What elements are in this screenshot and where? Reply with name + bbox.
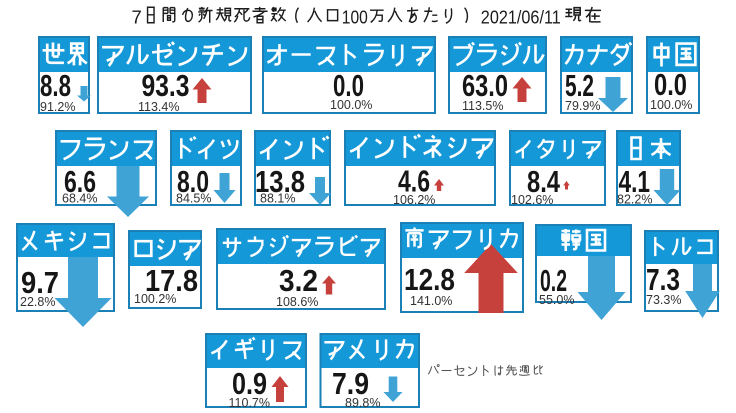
svg-text:68.4%: 68.4% xyxy=(62,192,97,206)
svg-text:73.3%: 73.3% xyxy=(646,293,681,307)
svg-text:3.2: 3.2 xyxy=(279,263,318,298)
svg-text:93.3: 93.3 xyxy=(142,68,190,103)
svg-text:79.9%: 79.9% xyxy=(565,99,600,113)
svg-text:22.8%: 22.8% xyxy=(20,295,55,309)
svg-text:12.8: 12.8 xyxy=(404,262,455,297)
svg-text:4.1: 4.1 xyxy=(619,164,651,199)
svg-text:82.2%: 82.2% xyxy=(617,193,652,207)
svg-text:7.3: 7.3 xyxy=(646,262,680,297)
svg-text:89.8%: 89.8% xyxy=(345,396,380,410)
svg-text:17.8: 17.8 xyxy=(145,263,198,298)
svg-text:13.8: 13.8 xyxy=(255,164,305,199)
svg-text:0.9: 0.9 xyxy=(232,366,267,401)
svg-text:91.2%: 91.2% xyxy=(40,100,75,114)
svg-text:8.4: 8.4 xyxy=(527,164,561,199)
svg-text:113.4%: 113.4% xyxy=(138,100,179,114)
svg-text:8.8: 8.8 xyxy=(40,68,71,103)
svg-text:55.0%: 55.0% xyxy=(539,293,574,307)
svg-text:0.0: 0.0 xyxy=(654,67,687,102)
svg-text:108.6%: 108.6% xyxy=(276,295,318,309)
svg-text:88.1%: 88.1% xyxy=(260,192,295,206)
svg-text:63.0: 63.0 xyxy=(462,68,508,103)
svg-text:100.2%: 100.2% xyxy=(134,292,176,306)
svg-text:5.2: 5.2 xyxy=(565,68,594,103)
svg-text:0.0: 0.0 xyxy=(333,68,364,103)
svg-text:100.0%: 100.0% xyxy=(650,98,692,112)
svg-text:0.2: 0.2 xyxy=(540,263,567,298)
svg-text:100: 100 xyxy=(342,7,368,28)
svg-text:110.7%: 110.7% xyxy=(229,396,270,410)
svg-text:9.7: 9.7 xyxy=(21,265,59,300)
svg-text:6.6: 6.6 xyxy=(64,164,96,199)
svg-text:4.6: 4.6 xyxy=(398,164,430,199)
svg-text:113.5%: 113.5% xyxy=(462,99,503,113)
svg-text:2021/06/11: 2021/06/11 xyxy=(481,7,561,28)
svg-text:7: 7 xyxy=(132,7,142,28)
svg-text:8.0: 8.0 xyxy=(177,164,209,199)
svg-text:7.9: 7.9 xyxy=(332,366,369,401)
svg-text:84.5%: 84.5% xyxy=(176,192,211,206)
svg-text:141.0%: 141.0% xyxy=(410,294,452,308)
svg-text:106.2%: 106.2% xyxy=(393,193,435,207)
svg-text:102.6%: 102.6% xyxy=(511,193,553,207)
svg-text:100.0%: 100.0% xyxy=(330,98,372,112)
